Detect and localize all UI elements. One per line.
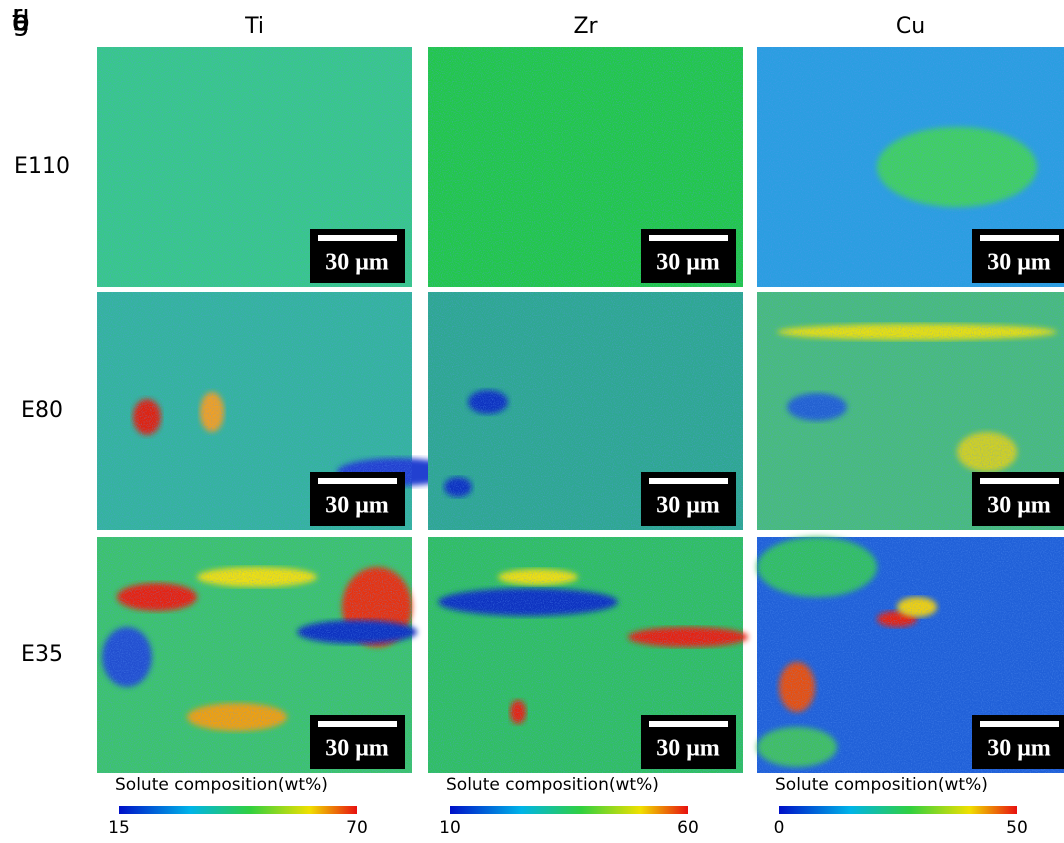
colorbar-title: Solute composition(wt%) (775, 775, 988, 795)
colorbar-min: 0 (774, 818, 785, 838)
row-label: E110 (14, 154, 70, 179)
figure: Ti Solute composition(wt%) 15 70 Zr Solute co… (0, 0, 1064, 843)
scale-bar (649, 235, 728, 241)
column-header: Zr (573, 14, 598, 39)
map-panel: 30 μm (428, 537, 748, 773)
colorbar-min: 10 (439, 818, 461, 838)
row-label: E80 (21, 398, 63, 423)
row-label: E35 (21, 642, 63, 667)
colorbar (779, 806, 1017, 814)
map-panel: 30 μm (97, 537, 417, 773)
scale-bar-label: 30 μm (325, 736, 389, 762)
scale-bar-label: 30 μm (987, 250, 1051, 276)
scale-bar-label: 30 μm (656, 250, 720, 276)
map-panel: 30 μm (757, 47, 1064, 287)
map-panel: 30 μm (428, 292, 743, 530)
scale-bar-label: 30 μm (656, 493, 720, 519)
map-panel: 30 μm (428, 47, 743, 287)
colorbar-title: Solute composition(wt%) (115, 775, 328, 795)
scale-bar (318, 235, 397, 241)
scale-bar-label: 30 μm (325, 493, 389, 519)
scale-bar (649, 721, 728, 727)
scale-bar (318, 721, 397, 727)
colorbar-title: Solute composition(wt%) (446, 775, 659, 795)
scale-bar (980, 721, 1059, 727)
colorbar (450, 806, 688, 814)
colorbar-max: 60 (677, 818, 699, 838)
scale-bar (649, 478, 728, 484)
colorbar (119, 806, 357, 814)
scale-bar (980, 235, 1059, 241)
scale-bar-label: 30 μm (325, 250, 389, 276)
scale-bar-label: 30 μm (987, 736, 1051, 762)
scale-bar-label: 30 μm (656, 736, 720, 762)
colorbar-min: 15 (108, 818, 130, 838)
map-panel: 30 μm (97, 47, 412, 287)
colorbar-max: 50 (1006, 818, 1028, 838)
panel-letter: i (12, 4, 20, 37)
scale-bar (980, 478, 1059, 484)
map-panel: 30 μm (757, 537, 1064, 773)
column-header: Ti (244, 14, 264, 39)
map-panel: 30 μm (757, 292, 1064, 530)
scale-bar-label: 30 μm (987, 493, 1051, 519)
colorbar-max: 70 (346, 818, 368, 838)
column-header: Cu (896, 14, 925, 39)
scale-bar (318, 478, 397, 484)
map-panel: 30 μm (97, 292, 457, 530)
